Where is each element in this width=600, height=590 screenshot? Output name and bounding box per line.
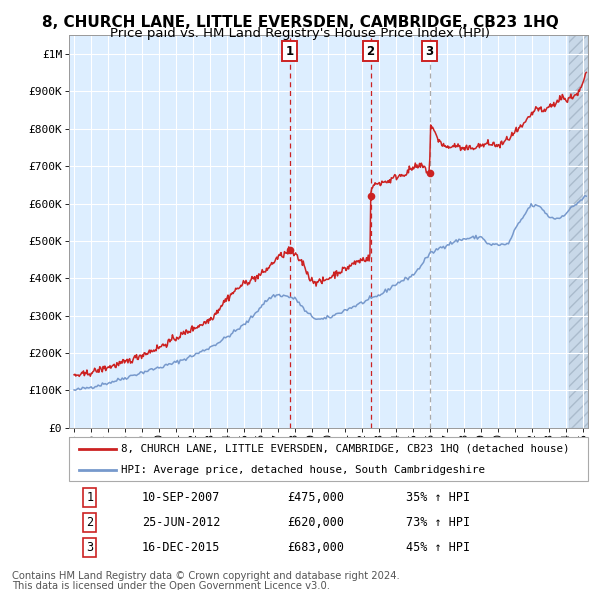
Text: 45% ↑ HPI: 45% ↑ HPI — [406, 540, 470, 554]
Text: 10-SEP-2007: 10-SEP-2007 — [142, 490, 220, 504]
Text: Contains HM Land Registry data © Crown copyright and database right 2024.: Contains HM Land Registry data © Crown c… — [12, 571, 400, 581]
Text: Price paid vs. HM Land Registry's House Price Index (HPI): Price paid vs. HM Land Registry's House … — [110, 27, 490, 40]
Bar — [569, 35, 588, 428]
Text: 25-JUN-2012: 25-JUN-2012 — [142, 516, 220, 529]
Text: 1: 1 — [86, 490, 94, 504]
Text: £620,000: £620,000 — [287, 516, 344, 529]
FancyBboxPatch shape — [69, 437, 588, 481]
Text: 1: 1 — [286, 45, 294, 58]
Text: 8, CHURCH LANE, LITTLE EVERSDEN, CAMBRIDGE, CB23 1HQ: 8, CHURCH LANE, LITTLE EVERSDEN, CAMBRID… — [41, 15, 559, 30]
Text: 2: 2 — [367, 45, 374, 58]
Text: 3: 3 — [86, 540, 94, 554]
Text: This data is licensed under the Open Government Licence v3.0.: This data is licensed under the Open Gov… — [12, 581, 330, 590]
Bar — [569, 35, 588, 428]
Text: 73% ↑ HPI: 73% ↑ HPI — [406, 516, 470, 529]
Text: 8, CHURCH LANE, LITTLE EVERSDEN, CAMBRIDGE, CB23 1HQ (detached house): 8, CHURCH LANE, LITTLE EVERSDEN, CAMBRID… — [121, 444, 569, 454]
Text: 16-DEC-2015: 16-DEC-2015 — [142, 540, 220, 554]
Text: 2: 2 — [86, 516, 94, 529]
Text: £475,000: £475,000 — [287, 490, 344, 504]
Text: 3: 3 — [425, 45, 434, 58]
Text: £683,000: £683,000 — [287, 540, 344, 554]
Text: HPI: Average price, detached house, South Cambridgeshire: HPI: Average price, detached house, Sout… — [121, 465, 485, 475]
Text: 35% ↑ HPI: 35% ↑ HPI — [406, 490, 470, 504]
